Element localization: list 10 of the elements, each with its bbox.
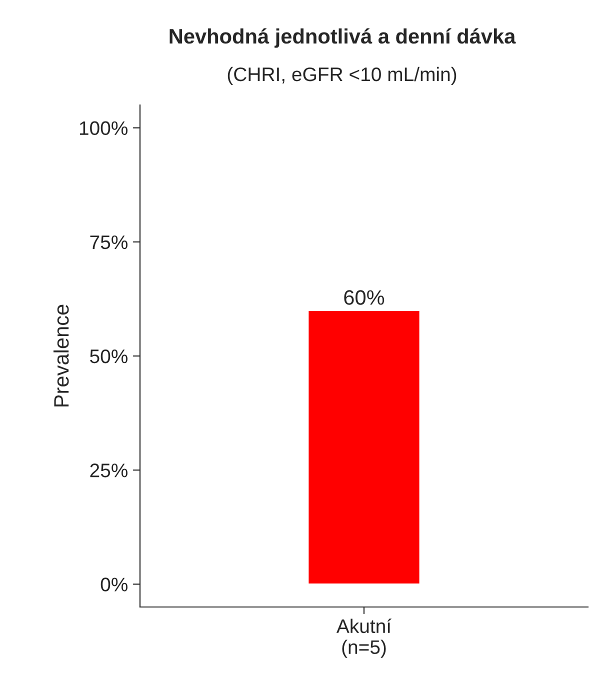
data-label: 60% — [344, 290, 384, 305]
x-tick-label: Akutní (n=5) — [336, 618, 392, 658]
y-tick-label: 50% — [90, 349, 128, 364]
y-tick-label: 25% — [90, 464, 128, 478]
y-tick-label: 0% — [100, 578, 128, 592]
chart-title: Nevhodná jednotlivá a denní dávka — [170, 28, 516, 48]
y-tick-label: 100% — [80, 121, 128, 136]
y-tick-label: 75% — [90, 235, 128, 250]
y-axis-title: Prevalence — [53, 304, 69, 406]
chart-subtitle: (CHRI, eGFR <10 mL/min) — [228, 66, 456, 86]
